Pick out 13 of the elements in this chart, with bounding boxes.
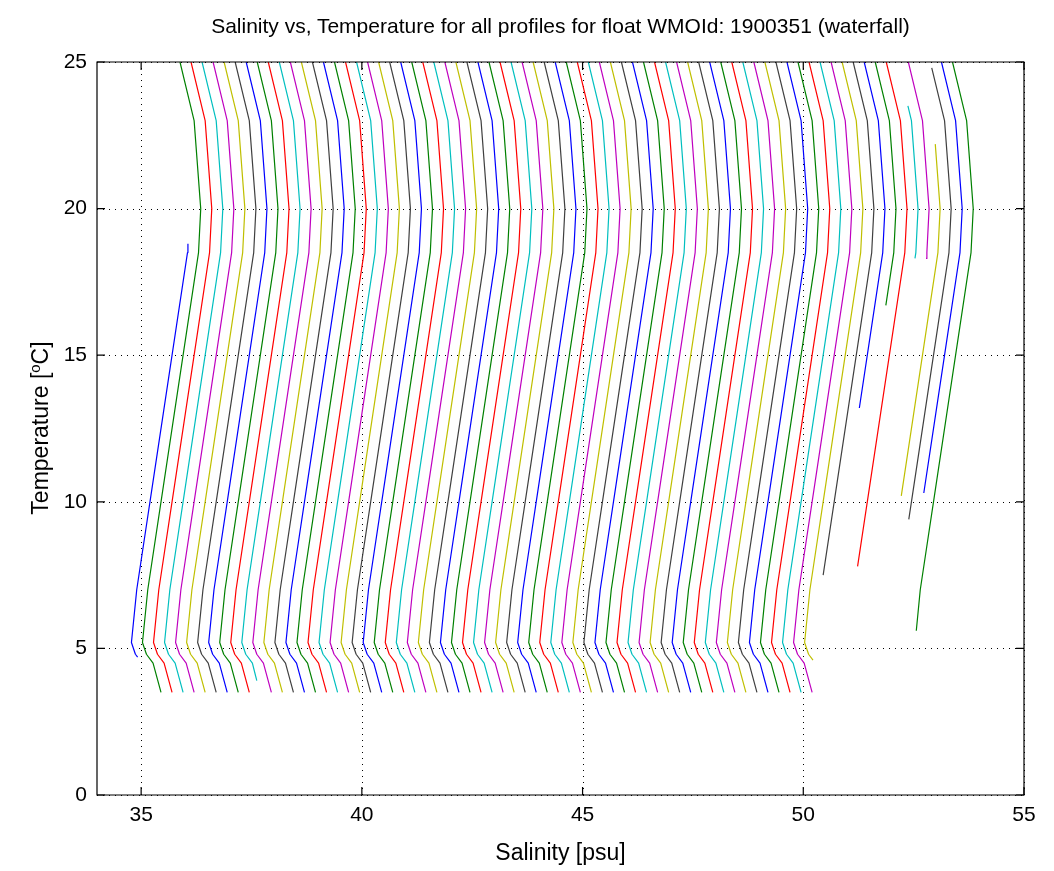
x-tick-label: 45 — [570, 802, 595, 826]
y-tick-label: 25 — [63, 48, 87, 72]
x-tick-label: 55 — [1012, 802, 1036, 826]
x-tick-label: 35 — [129, 802, 153, 826]
y-tick-label: 20 — [63, 195, 87, 219]
chart-title: Salinity vs, Temperature for all profiles for float WMOId: 1900351 (waterfall) — [210, 14, 911, 38]
y-tick-label: 5 — [75, 635, 87, 659]
y-tick-label: 15 — [63, 342, 87, 365]
y-tick-label: 0 — [75, 781, 87, 805]
x-tick-label: 40 — [350, 802, 374, 826]
x-axis-title: Salinity [psu] — [495, 838, 626, 865]
x-tick-label: 50 — [791, 802, 815, 826]
y-tick-label: 10 — [63, 488, 87, 512]
